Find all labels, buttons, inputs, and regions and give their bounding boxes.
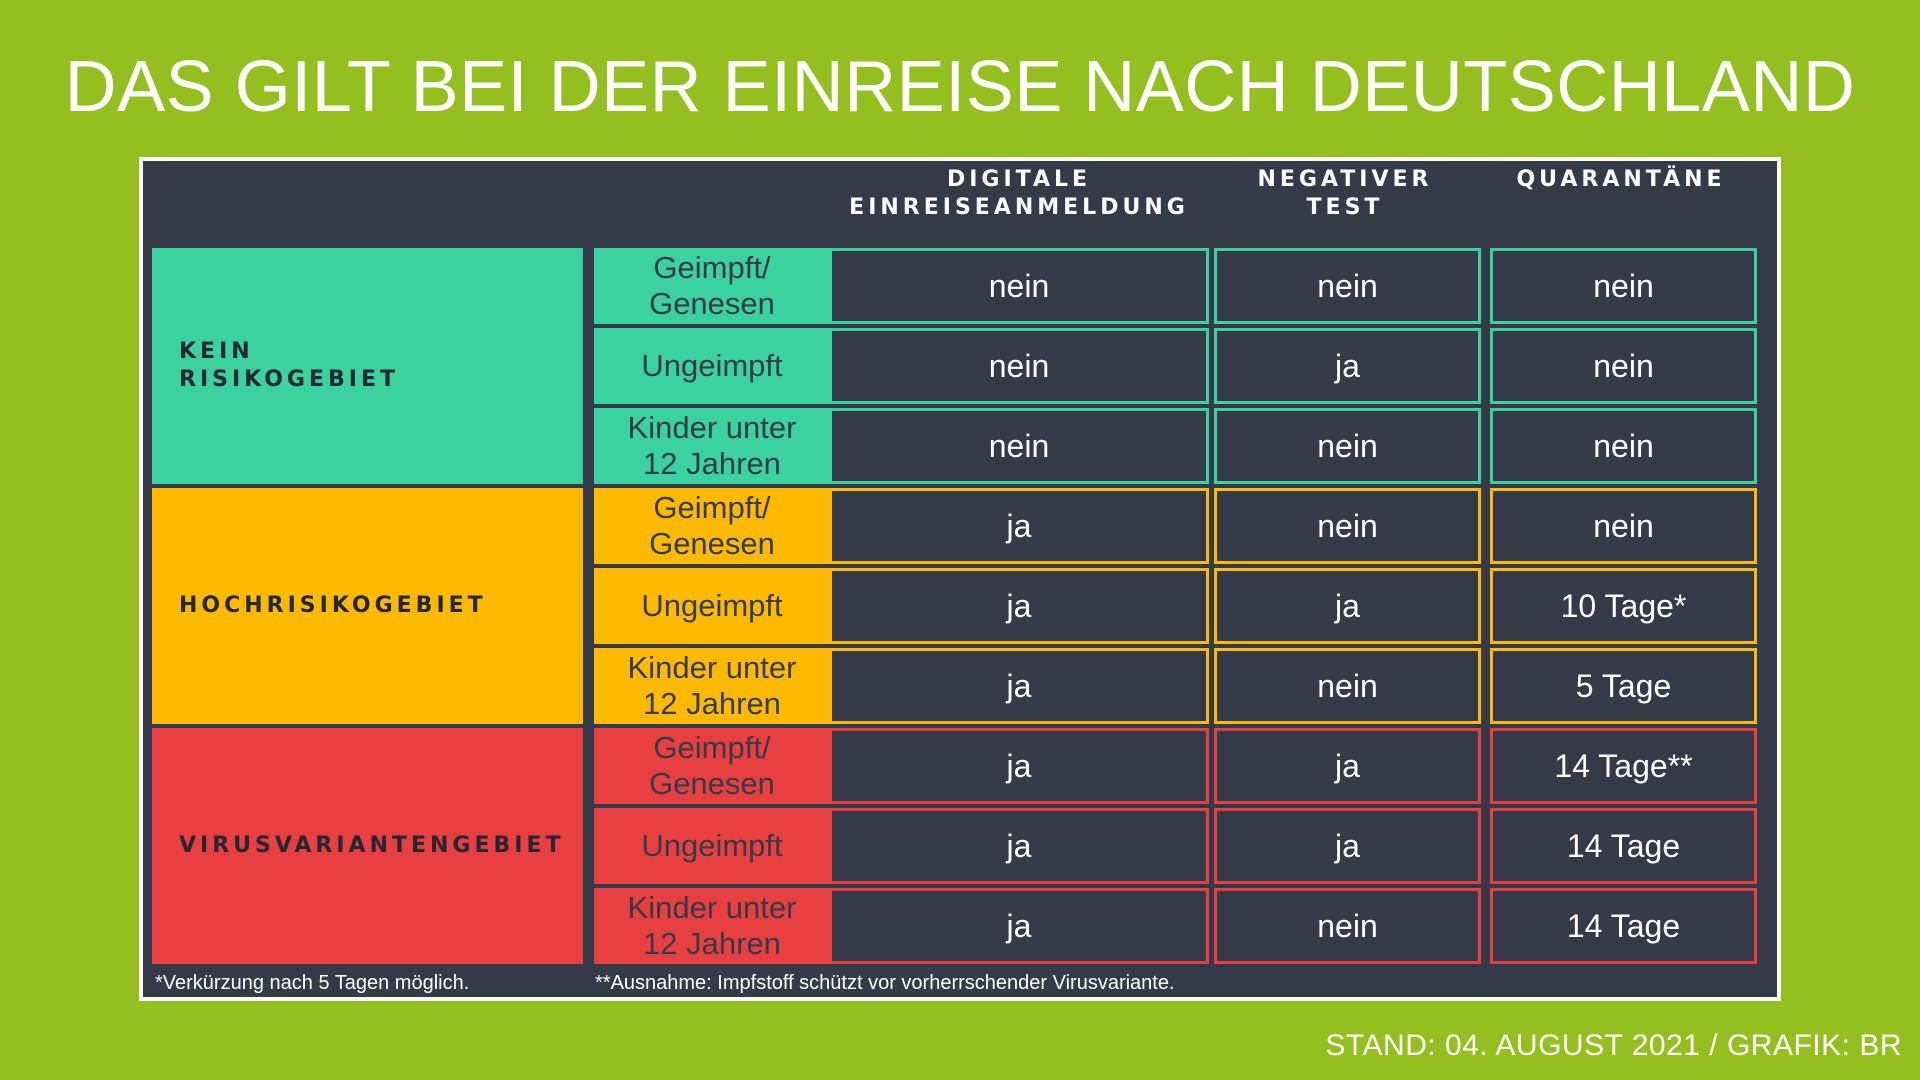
cell-negative-test: nein — [1214, 488, 1481, 564]
cell-digital-registration: ja — [829, 568, 1209, 644]
cell-negative-test: nein — [1214, 648, 1481, 724]
subgroup-label: Kinder unter 12 Jahren — [594, 648, 830, 724]
cell-negative-test: ja — [1214, 728, 1481, 804]
cell-negative-test: nein — [1214, 248, 1481, 324]
subgroup-label: Geimpft/ Genesen — [594, 488, 830, 564]
cell-digital-registration: ja — [829, 648, 1209, 724]
cell-negative-test: nein — [1214, 888, 1481, 964]
cell-digital-registration: nein — [829, 328, 1209, 404]
category-label: VIRUSVARIANTENGEBIET — [152, 728, 583, 964]
cell-quarantine: nein — [1490, 488, 1757, 564]
column-header-digital-registration: DIGITALE EINREISEANMELDUNG — [849, 167, 1189, 220]
subgroup-label: Kinder unter 12 Jahren — [594, 888, 830, 964]
cell-digital-registration: ja — [829, 888, 1209, 964]
subgroup-label: Geimpft/ Genesen — [594, 248, 830, 324]
subgroup-label: Ungeimpft — [594, 808, 830, 884]
cell-negative-test: ja — [1214, 808, 1481, 884]
cell-digital-registration: ja — [829, 728, 1209, 804]
cell-quarantine: nein — [1490, 408, 1757, 484]
column-header-negative-test: NEGATIVER TEST — [1257, 167, 1433, 220]
credit-line: STAND: 04. AUGUST 2021 / GRAFIK: BR — [1325, 1029, 1902, 1062]
cell-digital-registration: nein — [829, 248, 1209, 324]
cell-quarantine: 14 Tage — [1490, 888, 1757, 964]
subgroup-label: Kinder unter 12 Jahren — [594, 408, 830, 484]
category-label: KEIN RISIKOGEBIET — [152, 248, 583, 484]
cell-quarantine: 5 Tage — [1490, 648, 1757, 724]
cell-negative-test: nein — [1214, 408, 1481, 484]
cell-quarantine: nein — [1490, 328, 1757, 404]
entry-rules-table: DIGITALE EINREISEANMELDUNG NEGATIVER TES… — [139, 157, 1781, 1001]
subgroup-label: Ungeimpft — [594, 328, 830, 404]
cell-quarantine: 14 Tage — [1490, 808, 1757, 884]
cell-quarantine: 10 Tage* — [1490, 568, 1757, 644]
cell-negative-test: ja — [1214, 328, 1481, 404]
cell-digital-registration: ja — [829, 808, 1209, 884]
footnote-shortening: *Verkürzung nach 5 Tagen möglich. — [155, 972, 470, 994]
column-header-quarantine: QUARANTÄNE — [1516, 167, 1726, 192]
subgroup-label: Ungeimpft — [594, 568, 830, 644]
subgroup-label: Geimpft/ Genesen — [594, 728, 830, 804]
cell-digital-registration: nein — [829, 408, 1209, 484]
cell-digital-registration: ja — [829, 488, 1209, 564]
cell-quarantine: 14 Tage** — [1490, 728, 1757, 804]
page-title: DAS GILT BEI DER EINREISE NACH DEUTSCHLA… — [64, 47, 1856, 127]
footnote-exception: **Ausnahme: Impfstoff schützt vor vorher… — [595, 972, 1175, 994]
category-label: HOCHRISIKOGEBIET — [152, 488, 583, 724]
cell-quarantine: nein — [1490, 248, 1757, 324]
cell-negative-test: ja — [1214, 568, 1481, 644]
